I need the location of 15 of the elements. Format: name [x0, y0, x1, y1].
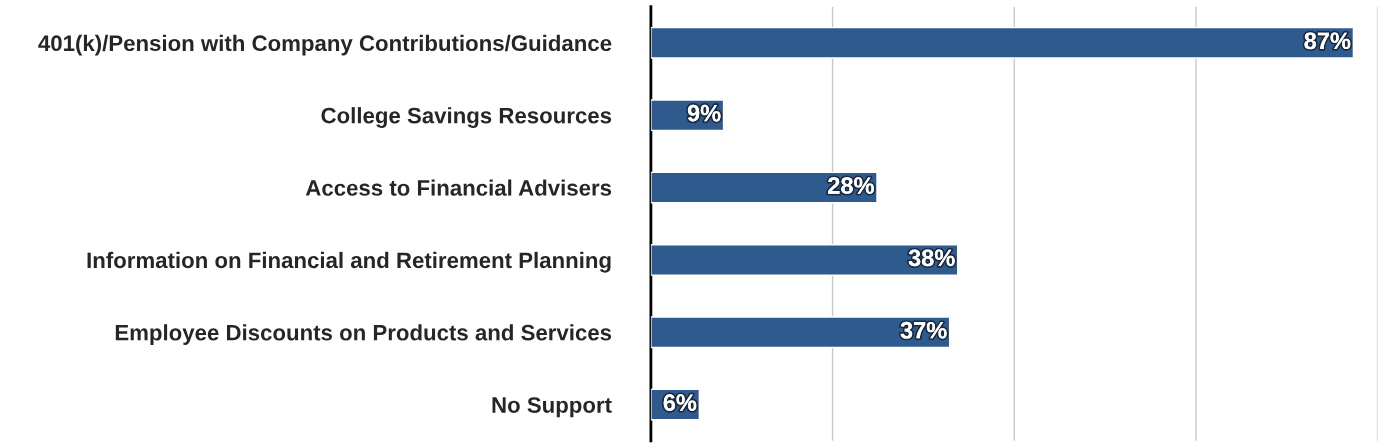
data-label: 6%	[663, 394, 697, 411]
data-label: 87%	[1304, 32, 1351, 50]
data-label: 28%	[828, 177, 874, 194]
data-label: 37%	[900, 321, 947, 339]
y-tick-label: Access to Financial Advisers	[305, 179, 612, 196]
y-tick-label: No Support	[492, 397, 612, 418]
bar	[650, 316, 951, 349]
y-tick-label: College Savings Resources	[321, 107, 612, 128]
bar	[650, 244, 959, 276]
y-tick-label: Information on Financial and Retirement Planning	[87, 251, 611, 273]
data-label: 9%	[687, 104, 721, 122]
y-tick-label: Employee Discounts on Products and Services	[115, 324, 612, 345]
y-tick-label: 401(k)/Pension with Company Contributions/Guidance	[38, 34, 612, 56]
bar	[650, 26, 1355, 59]
data-label: 38%	[908, 249, 955, 267]
